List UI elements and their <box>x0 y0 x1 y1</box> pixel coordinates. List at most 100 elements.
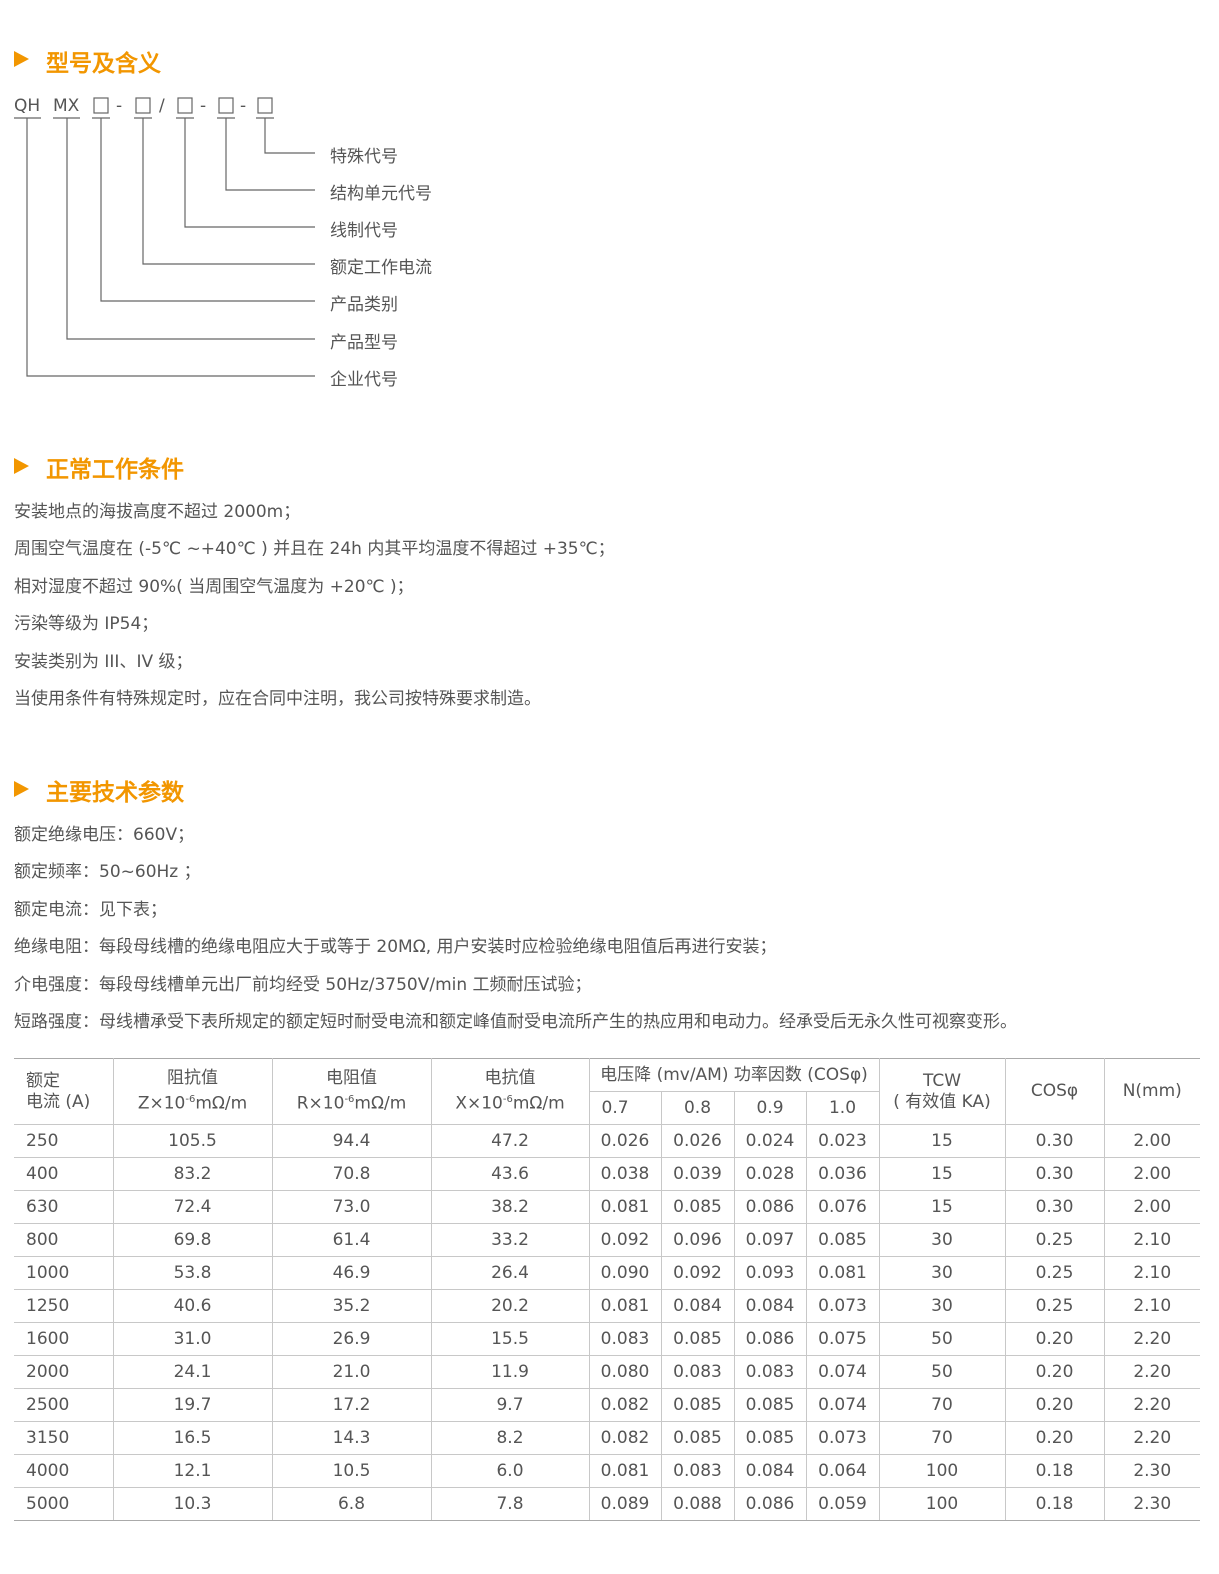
table-cell: 7.8 <box>430 1487 590 1521</box>
code-part: MX <box>53 96 80 116</box>
section-title: 主要技术参数 <box>46 780 184 806</box>
table-cell: 0.083 <box>733 1355 807 1389</box>
table-cell: 21.0 <box>271 1355 432 1389</box>
table-cell: 0.30 <box>1004 1190 1105 1224</box>
table-cell: 47.2 <box>430 1124 590 1158</box>
table-cell: 0.026 <box>660 1124 735 1158</box>
table-cell: 2.20 <box>1103 1322 1200 1356</box>
table-cell: 0.023 <box>805 1124 880 1158</box>
table-cell: 73.0 <box>271 1190 432 1224</box>
table-cell: 1250 <box>14 1289 114 1323</box>
table-cell: 2.30 <box>1103 1487 1200 1521</box>
header-text: mΩ/m <box>195 1093 248 1114</box>
table-cell: 9.7 <box>430 1388 590 1422</box>
header-cell: 0.8 <box>660 1091 735 1125</box>
text-line: 短路强度：母线槽承受下表所规定的额定短时耐受电流和额定峰值耐受电流所产生的热应用… <box>14 1012 1017 1032</box>
header-text: 电流 (A) <box>26 1091 91 1112</box>
table-cell: 0.089 <box>588 1487 662 1521</box>
table-cell: 5000 <box>14 1487 114 1521</box>
table-cell: 0.038 <box>588 1157 662 1191</box>
text-line: 额定绝缘电压：660V； <box>14 825 195 845</box>
table-cell: 630 <box>14 1190 114 1224</box>
table-cell: 0.026 <box>588 1124 662 1158</box>
table-cell: 0.084 <box>733 1289 807 1323</box>
text-line: 污染等级为 IP54； <box>14 614 159 635</box>
header-text: -6 <box>185 1094 196 1106</box>
section-icon <box>14 458 29 474</box>
table-cell: 0.082 <box>588 1388 662 1422</box>
table-cell: 0.20 <box>1004 1355 1105 1389</box>
table-cell: 0.25 <box>1004 1256 1105 1290</box>
table-cell: 50 <box>878 1355 1006 1389</box>
table-cell: 70.8 <box>271 1157 432 1191</box>
table-cell: 35.2 <box>271 1289 432 1323</box>
table-cell: 30 <box>878 1256 1006 1290</box>
table-cell: 0.039 <box>660 1157 735 1191</box>
table-cell: 70 <box>878 1421 1006 1455</box>
table-row: 1250 40.6 35.2 20.2 0.081 0.084 0.084 0.073 30 0.… <box>14 1289 1200 1323</box>
table-row: 400 83.2 70.8 43.6 0.038 0.039 0.028 0.036 15 0.3… <box>14 1157 1200 1191</box>
table-cell: 0.073 <box>805 1421 880 1455</box>
table-cell: 0.028 <box>733 1157 807 1191</box>
table-cell: 0.086 <box>733 1322 807 1356</box>
section-title: 型号及含义 <box>46 51 161 77</box>
table-cell: 15.5 <box>430 1322 590 1356</box>
table-cell: 0.076 <box>805 1190 880 1224</box>
table-cell: 0.073 <box>805 1289 880 1323</box>
table-cell: 0.083 <box>588 1322 662 1356</box>
table-cell: 33.2 <box>430 1223 590 1257</box>
table-cell: 61.4 <box>271 1223 432 1257</box>
table-cell: 38.2 <box>430 1190 590 1224</box>
text-line: 额定频率：50~60Hz ； <box>14 862 201 883</box>
header-text: ( 有效值 KA) <box>893 1091 991 1112</box>
table-cell: 100 <box>878 1454 1006 1488</box>
header-text: X×10 <box>455 1093 503 1114</box>
table-cell: 0.096 <box>660 1223 735 1257</box>
table-cell: 0.20 <box>1004 1322 1105 1356</box>
table-cell: 0.084 <box>733 1454 807 1488</box>
code-label: 企业代号 <box>330 370 398 390</box>
header-cell: 1.0 <box>805 1091 879 1125</box>
header-text: 电阻值 <box>326 1068 377 1089</box>
table-cell: 2000 <box>14 1355 114 1389</box>
table-cell: 0.085 <box>733 1388 807 1422</box>
header-text: mΩ/m <box>512 1093 565 1114</box>
table-row: 3150 16.5 14.3 8.2 0.082 0.085 0.085 0.073 70 0.2… <box>14 1421 1200 1455</box>
table-cell: 20.2 <box>430 1289 590 1323</box>
table-cell: 3150 <box>14 1421 114 1455</box>
table-cell: 26.4 <box>430 1256 590 1290</box>
table-cell: 2.20 <box>1103 1421 1200 1455</box>
table-row: 800 69.8 61.4 33.2 0.092 0.096 0.097 0.085 30 0.2… <box>14 1223 1200 1257</box>
table-cell: 0.30 <box>1004 1124 1105 1158</box>
table-cell: 0.074 <box>805 1355 880 1389</box>
header-text: R×10 <box>296 1093 345 1114</box>
table-cell: 0.20 <box>1004 1421 1105 1455</box>
table-cell: 1000 <box>14 1256 114 1290</box>
table-cell: 17.2 <box>271 1388 432 1422</box>
table-cell: 0.093 <box>733 1256 807 1290</box>
table-cell: 100 <box>878 1487 1006 1521</box>
table-cell: 15 <box>878 1124 1006 1158</box>
table-cell: 0.081 <box>805 1256 880 1290</box>
section-icon <box>14 781 29 797</box>
table-cell: 83.2 <box>112 1157 273 1191</box>
table-cell: 0.083 <box>660 1454 735 1488</box>
header-text: 额定 <box>26 1070 60 1091</box>
code-separator: - <box>116 96 123 116</box>
table-cell: 2.00 <box>1103 1124 1200 1158</box>
table-cell: 0.064 <box>805 1454 880 1488</box>
table-cell: 0.086 <box>733 1190 807 1224</box>
code-label: 特殊代号 <box>330 147 398 167</box>
header-text: Z×10 <box>137 1093 186 1114</box>
table-cell: 11.9 <box>430 1355 590 1389</box>
header-text: TCW <box>922 1070 962 1091</box>
table-cell: 46.9 <box>271 1256 432 1290</box>
text-line: 安装类别为 III、IV 级； <box>14 651 193 672</box>
table-cell: 0.097 <box>733 1223 807 1257</box>
code-separator: / <box>159 96 165 116</box>
code-label: 额定工作电流 <box>330 258 432 278</box>
table-body: 250 105.5 94.4 47.2 0.026 0.026 0.024 0.023 15 0.… <box>14 1124 1200 1521</box>
text-line: 相对湿度不超过 90%( 当周围空气温度为 +20℃ )； <box>14 576 414 597</box>
header-cell: 电阻值 R×10-6mΩ/m <box>271 1058 432 1125</box>
